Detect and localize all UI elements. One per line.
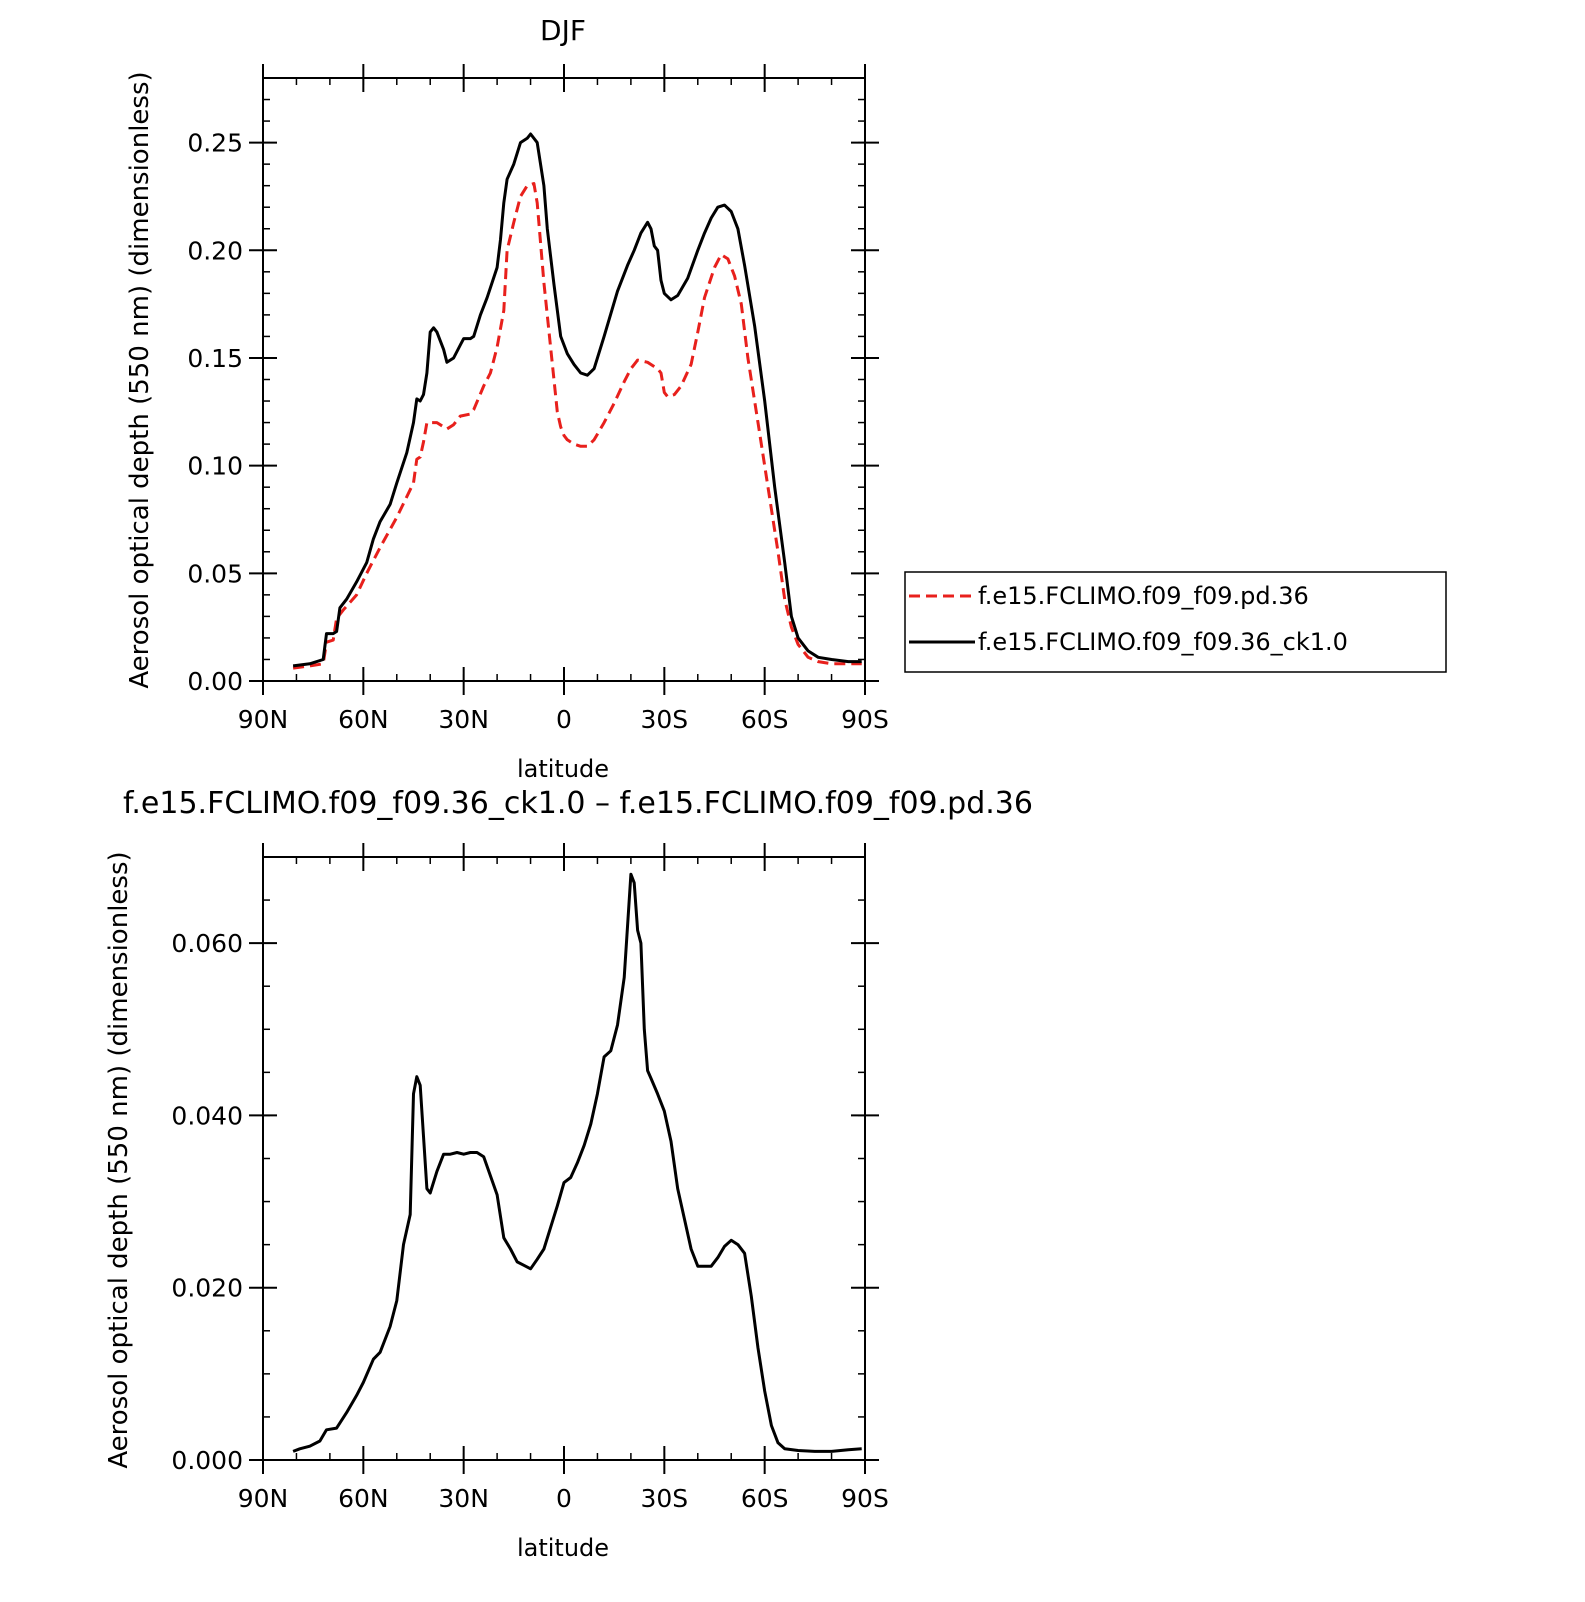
x-tick-label: 90S [841,705,889,734]
y-tick-label: 0.040 [171,1101,243,1130]
plot-frame [262,856,866,1461]
bottom-panel-ylabel: Aerosol optical depth (550 nm) (dimensio… [104,851,134,1468]
x-tick-label: 30N [438,1484,489,1513]
bottom-panel-axes: 90N 60N 30N 0 30S 60S 90S 0.000 0.020 0.040 0.060 [171,843,889,1513]
series-line-1 [292,872,862,1453]
y-tick-label: 0.25 [187,129,243,158]
x-tick-label: 60N [338,705,389,734]
bottom-panel-lines [292,872,862,1453]
x-tick-label: 90N [238,1484,289,1513]
y-tick-label: 0.20 [187,236,243,265]
y-tick-label: 0.15 [187,344,243,373]
bottom-panel-title: f.e15.FCLIMO.f09_f09.36_ck1.0 – f.e15.FC… [123,786,1033,821]
x-tick-label: 90N [238,705,289,734]
y-tick-label: 0.000 [171,1446,243,1475]
x-tick-label: 60S [741,1484,789,1513]
y-tick-label: 0.060 [171,929,243,958]
top-panel-lines [292,132,862,670]
bottom-panel: f.e15.FCLIMO.f09_f09.36_ck1.0 – f.e15.FC… [104,786,1033,1562]
legend-label-pd36: f.e15.FCLIMO.f09_f09.pd.36 [978,582,1309,610]
y-tick-label: 0.00 [187,667,243,696]
legend-label-ck10: f.e15.FCLIMO.f09_f09.36_ck1.0 [978,628,1348,656]
x-tick-label: 30S [640,705,688,734]
top-panel-ylabel: Aerosol optical depth (550 nm) (dimensio… [125,71,155,688]
x-tick-label: 90S [841,1484,889,1513]
y-tick-label: 0.10 [187,452,243,481]
legend: f.e15.FCLIMO.f09_f09.pd.36 f.e15.FCLIMO.… [904,571,1447,673]
series-line-2 [292,132,862,668]
x-tick-label: 60N [338,1484,389,1513]
x-tick-label: 30N [438,705,489,734]
top-panel-title: DJF [540,14,586,47]
legend-box [904,571,1447,673]
top-panel-xlabel: latitude [517,755,609,783]
top-panel-axes: 90N 60N 30N 0 30S 60S 90S 0.00 0.05 0.10 0.15 0.20 0… [187,64,889,734]
y-tick-label: 0.05 [187,559,243,588]
bottom-panel-xlabel: latitude [517,1534,609,1562]
x-tick-label: 60S [741,705,789,734]
top-panel: DJF latitude Aerosol optical depth (550 … [125,14,1447,783]
series-line-1 [292,182,862,670]
x-tick-label: 0 [556,1484,572,1513]
x-tick-label: 0 [556,705,572,734]
x-tick-label: 30S [640,1484,688,1513]
y-tick-label: 0.020 [171,1274,243,1303]
